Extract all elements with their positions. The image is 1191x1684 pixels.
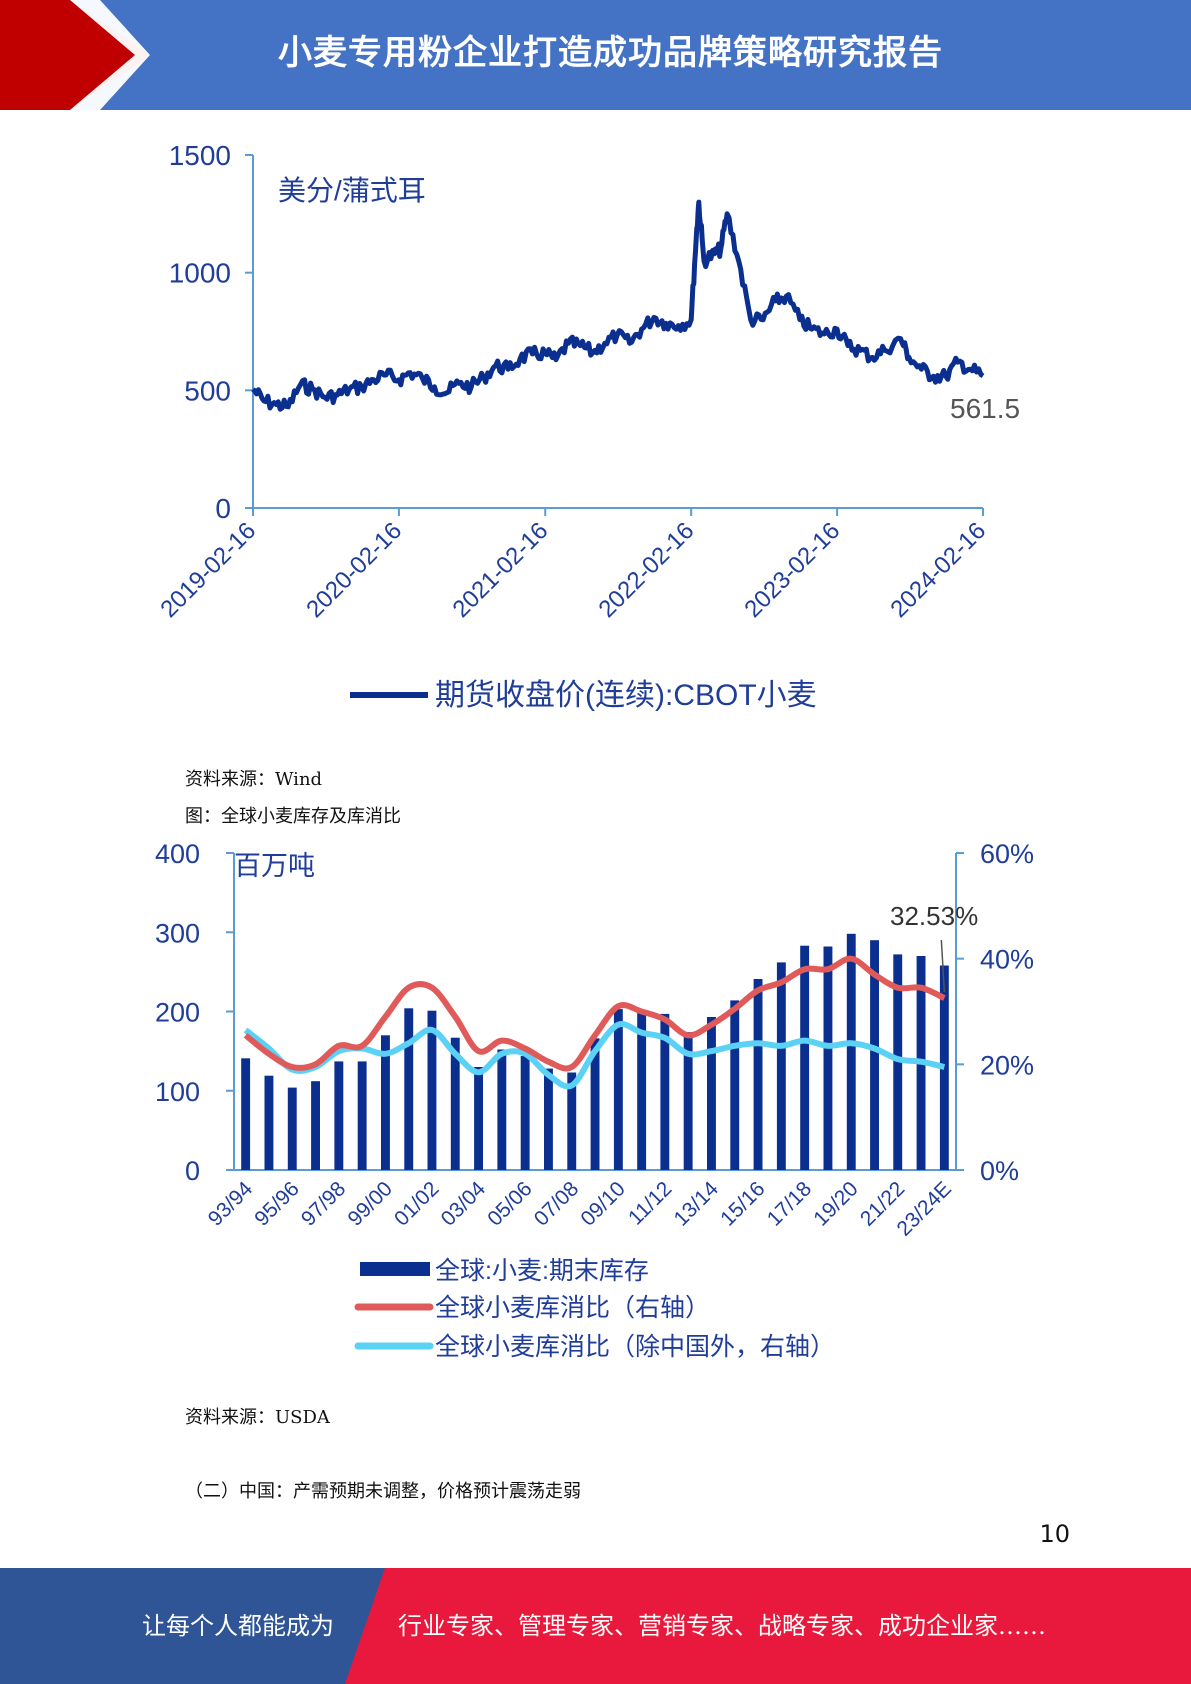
page-footer: 让每个人都能成为 行业专家、管理专家、营销专家、战略专家、成功企业家…… (0, 1568, 1191, 1684)
last-value-label: 561.5 (950, 393, 1020, 424)
stock-bar (450, 1037, 460, 1170)
annotation-label: 32.53% (890, 901, 978, 931)
legend-swatch-stocks (360, 1262, 430, 1276)
stock-bar (870, 940, 879, 1170)
x-tick-label: 05/06 (483, 1177, 536, 1230)
legend-label-stocks: 全球:小麦:期末库存 (435, 1257, 649, 1285)
x-tick-label: 09/10 (576, 1177, 629, 1230)
chart2-source: 资料来源：USDA (185, 1407, 330, 1428)
stock-bar (893, 954, 903, 1170)
chart2-title: 图：全球小麦库存及库消比 (185, 806, 401, 827)
x-tick-label: 95/96 (250, 1177, 303, 1230)
stock-bar (264, 1075, 274, 1170)
global-wheat-stocks-chart: 0 100 200 300 400 0% 20% 40% 60% 百万吨 32.53% 93/9495… (155, 839, 1034, 1361)
legend-label-ratio: 全球小麦库消比（右轴） (435, 1294, 710, 1322)
x-tick-label: 07/08 (530, 1177, 583, 1230)
x-tick-label: 2020-02-16 (301, 517, 407, 623)
annotation-leader (940, 939, 946, 993)
stock-bar (823, 946, 833, 1170)
x-tick-label: 15/16 (716, 1177, 769, 1230)
header-arrow-decoration (0, 0, 150, 110)
stock-bar (381, 1035, 390, 1170)
report-title: 小麦专用粉企业打造成功品牌策略研究报告 (278, 33, 943, 73)
x-tick-label: 17/18 (763, 1177, 816, 1230)
stock-bar (404, 1008, 414, 1170)
stock-bar (683, 1032, 693, 1170)
stock-bar (334, 1061, 344, 1170)
stock-bar (520, 1055, 530, 1170)
chart1-source: 资料来源：Wind (185, 769, 323, 790)
stock-bar (707, 1017, 716, 1170)
left-y-tick-label: 400 (155, 839, 200, 869)
stock-bar (660, 1013, 670, 1170)
x-tick-label: 93/94 (204, 1177, 258, 1231)
cbot-wheat-price-chart: 0 500 1000 1500 2019-02-16 2020-02-16 2021-02-… (155, 140, 1020, 712)
stock-bar (637, 1012, 647, 1170)
x-tick-label: 97/98 (297, 1177, 350, 1230)
stock-bar (357, 1061, 367, 1170)
stock-bar (939, 965, 949, 1170)
section-heading: （二）中国：产需预期未调整，价格预计震荡走弱 (185, 1481, 581, 1502)
stock-bar (311, 1081, 320, 1170)
legend-label-ratio-ex-china: 全球小麦库消比（除中国外，右轴） (435, 1333, 835, 1361)
x-tick-label: 13/14 (670, 1177, 724, 1231)
stock-bar (287, 1087, 297, 1170)
stock-bar (474, 1067, 483, 1170)
x-tick-label: 2023-02-16 (739, 517, 845, 623)
y-tick-label: 1500 (169, 140, 231, 171)
stock-bar (241, 1058, 251, 1170)
x-tick-label: 2022-02-16 (594, 517, 700, 623)
x-tick-label: 99/00 (343, 1177, 396, 1230)
y-tick-label: 0 (215, 493, 231, 524)
legend-label: 期货收盘价(连续):CBOT小麦 (435, 679, 817, 712)
y-tick-label: 500 (184, 375, 231, 406)
right-y-tick-label: 20% (980, 1050, 1034, 1080)
right-y-tick-label: 0% (980, 1156, 1019, 1186)
left-y-tick-label: 100 (155, 1077, 200, 1107)
x-tick-label: 03/04 (437, 1177, 491, 1231)
stock-bar (800, 945, 810, 1170)
ratio-global-line (243, 955, 946, 1072)
stock-bar (590, 1038, 600, 1170)
stock-bar (497, 1049, 507, 1170)
stock-bar (544, 1068, 553, 1170)
page-number: 10 (1039, 1520, 1070, 1548)
left-y-tick-label: 300 (155, 918, 200, 948)
right-y-tick-label: 40% (980, 945, 1034, 975)
stock-bar (846, 933, 856, 1170)
footer-slogan-left: 让每个人都能成为 (142, 1612, 334, 1640)
stock-bar (753, 979, 763, 1170)
x-tick-label: 11/12 (624, 1177, 676, 1229)
page-header: 小麦专用粉企业打造成功品牌策略研究报告 (0, 0, 1191, 110)
price-line (251, 199, 985, 412)
left-unit-label: 百万吨 (234, 851, 315, 881)
right-y-tick-label: 60% (980, 839, 1034, 869)
stock-bar (427, 1010, 437, 1170)
y-tick-label: 1000 (169, 258, 231, 289)
stock-bar (730, 1000, 740, 1170)
left-y-tick-label: 200 (155, 998, 200, 1028)
x-tick-label: 2019-02-16 (155, 517, 261, 623)
stock-bar (776, 962, 786, 1170)
x-tick-label: 2021-02-16 (448, 517, 554, 623)
footer-background (0, 1568, 1191, 1684)
footer-slogan-right: 行业专家、管理专家、营销专家、战略专家、成功企业家…… (398, 1612, 1046, 1640)
x-tick-label: 19/20 (809, 1177, 862, 1230)
x-tick-label: 2024-02-16 (885, 517, 991, 623)
x-tick-label: 01/02 (390, 1177, 443, 1230)
stock-bar (613, 1009, 623, 1170)
stock-bar (567, 1072, 577, 1170)
left-y-tick-label: 0 (185, 1156, 200, 1186)
y-unit-label: 美分/蒲式耳 (278, 175, 426, 206)
